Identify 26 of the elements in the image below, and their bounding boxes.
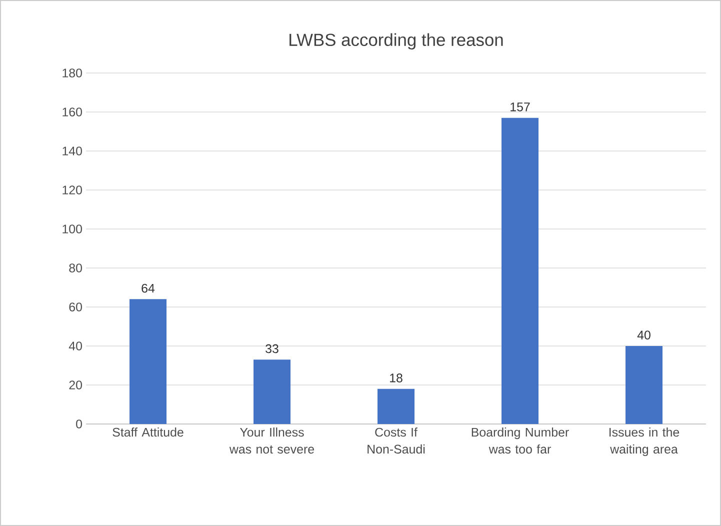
- x-tick-label: Costs If Non-Saudi: [368, 428, 425, 454]
- data-label: 64: [142, 284, 155, 293]
- bar: [130, 299, 167, 424]
- data-label: 18: [390, 374, 402, 382]
- y-tick-label: 60: [69, 302, 82, 312]
- y-tick-label: 20: [69, 380, 82, 390]
- y-tick-label: 160: [62, 108, 82, 116]
- y-tick-label: 120: [62, 186, 82, 194]
- y-tick-label: 40: [68, 342, 82, 350]
- x-tick-label: Staff Attitude: [112, 427, 184, 437]
- y-tick-label: 180: [62, 68, 82, 78]
- x-tick-label: Your Illness was not severe: [229, 427, 314, 454]
- data-label: 157: [510, 102, 530, 112]
- y-tick-label: 0: [76, 420, 82, 428]
- bar: [378, 388, 415, 424]
- y-tick-label: 80: [69, 264, 82, 272]
- chart-title: LWBS according the reason: [290, 33, 503, 50]
- y-tick-label: 100: [62, 224, 82, 234]
- bar: [626, 346, 663, 424]
- y-tick-label: 140: [62, 146, 82, 156]
- bar: [502, 118, 539, 424]
- data-label: 33: [266, 344, 278, 354]
- x-tick-label: Boarding Number was too far: [472, 427, 569, 454]
- data-label: 40: [637, 330, 650, 340]
- bar: [254, 360, 291, 424]
- x-tick-label: Issues in the waiting area: [610, 427, 680, 456]
